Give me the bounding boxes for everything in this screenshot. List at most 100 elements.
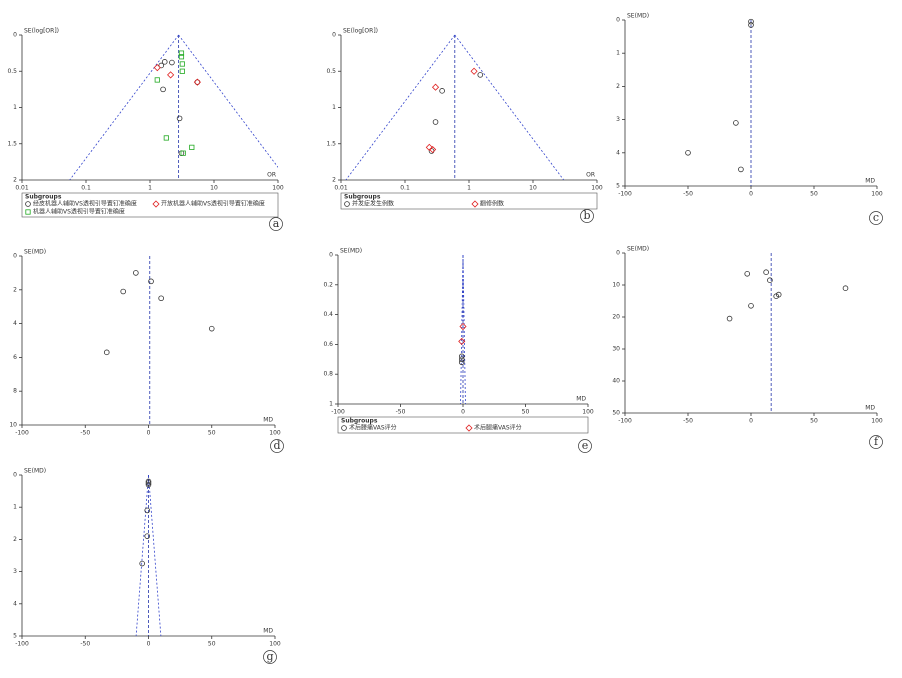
x-tick-label: -100 [15, 641, 29, 648]
x-tick-label: -100 [618, 418, 632, 425]
x-axis-label: MD [865, 178, 875, 185]
point [193, 78, 201, 86]
legend-marker [152, 200, 160, 208]
funnel-limit [454, 34, 565, 180]
point [154, 77, 160, 83]
y-tick-label: 2 [13, 536, 17, 543]
funnel-limit [178, 34, 278, 168]
x-tick-label: 10 [529, 185, 537, 192]
panel-letter: g [266, 650, 273, 663]
point [425, 143, 433, 151]
panel-letter-ring [270, 439, 284, 453]
x-axis-label: OR [586, 172, 595, 179]
legend-label: 开放机器人辅助VS透视引导置钉准确度 [161, 200, 265, 208]
x-tick-label: 1 [467, 185, 471, 192]
funnel [69, 34, 278, 180]
y-tick-label: 1.5 [326, 140, 336, 147]
y-tick-label: 0.2 [323, 281, 333, 288]
point [685, 150, 691, 156]
x-tick-label: 0.1 [81, 185, 91, 192]
y-axis-label: SE(MD) [24, 249, 46, 256]
x-tick-label: 0 [749, 191, 753, 198]
x-tick-label: 0 [147, 641, 151, 648]
panel: 0 1 2 3 4 5-100 -50 0 50 100 SE(MD) MD g [13, 468, 281, 664]
panel-letter-ring [869, 211, 883, 225]
point [775, 291, 782, 298]
y-tick-label: 4 [616, 149, 620, 156]
x-tick-label: -50 [683, 191, 693, 198]
panel-letter: d [273, 439, 280, 452]
point [726, 315, 733, 322]
point [767, 277, 773, 284]
point [470, 67, 478, 75]
panel: 0 0.5 1 1.5 20.01 0.1 1 10 100 SE(log[OR]) OR Subgr… [326, 28, 603, 223]
legend-label: 翻修例数 [480, 200, 504, 208]
y-tick-label: 0 [13, 32, 17, 39]
x-tick-label: 100 [871, 191, 883, 198]
legend-box [21, 192, 279, 218]
x-tick-label: -100 [15, 430, 29, 437]
point [748, 18, 754, 25]
funnel [345, 34, 565, 180]
point [180, 150, 186, 156]
panel: 0 1 2 3 4 5-100 -50 0 50 100 SE(MD) MD c [616, 13, 883, 225]
x-axis-label: MD [865, 405, 875, 412]
y-tick-label: 0 [332, 32, 336, 39]
panel-letter: b [583, 209, 590, 222]
y-tick-label: 10 [612, 282, 620, 289]
x-tick-label: 100 [269, 641, 281, 648]
point [178, 50, 185, 56]
x-tick-label: 0.01 [15, 185, 29, 192]
x-axis-label: OR [267, 172, 276, 179]
point [748, 22, 754, 28]
point [163, 135, 169, 141]
x-tick-label: 50 [208, 641, 216, 648]
point [145, 480, 152, 486]
x-tick-label: 1 [148, 185, 152, 192]
x-tick-label: 100 [591, 185, 603, 192]
y-tick-label: 1 [13, 504, 17, 511]
point [189, 144, 195, 150]
legend-title: Subgroups [344, 194, 381, 201]
funnel-limit [345, 34, 456, 180]
x-tick-label: 100 [871, 418, 883, 425]
point [148, 278, 154, 285]
point [178, 150, 185, 156]
x-tick-label: 50 [810, 191, 818, 198]
y-axis-label: SE(MD) [627, 13, 649, 20]
point [431, 83, 440, 91]
point [763, 269, 769, 276]
legend-marker [465, 424, 473, 432]
x-tick-label: -100 [618, 191, 632, 198]
panel: 0 0.2 0.4 0.6 0.8 1-100 -50 0 50 100 SE(MD) MD Subgr… [323, 248, 594, 453]
funnel-limit [69, 34, 179, 180]
y-tick-label: 1 [616, 50, 620, 57]
panel-letter: e [582, 439, 589, 452]
point [432, 119, 439, 125]
y-tick-label: 2 [332, 177, 336, 184]
legend-label: 并发症发生例数 [352, 200, 394, 208]
point [458, 356, 465, 363]
y-tick-label: 8 [13, 388, 17, 395]
x-tick-label: -50 [80, 430, 90, 437]
y-tick-label: 20 [612, 314, 620, 321]
x-tick-label: 0.1 [400, 185, 410, 192]
panel-letter-ring [269, 217, 283, 231]
point [194, 79, 201, 85]
x-tick-label: 50 [208, 430, 216, 437]
x-tick-label: -50 [683, 418, 693, 425]
legend-marker [471, 200, 479, 208]
point [733, 120, 739, 126]
y-axis-label: SE(log[OR]) [343, 28, 378, 35]
point [144, 507, 151, 514]
point [208, 325, 215, 332]
legend-title: Subgroups [341, 418, 378, 425]
y-tick-label: 2 [13, 177, 17, 184]
point [429, 145, 437, 154]
x-tick-label: -50 [80, 641, 90, 648]
point [738, 166, 744, 173]
x-tick-label: 100 [272, 185, 284, 192]
legend-label: 术后腰痛VAS评分 [349, 424, 397, 432]
